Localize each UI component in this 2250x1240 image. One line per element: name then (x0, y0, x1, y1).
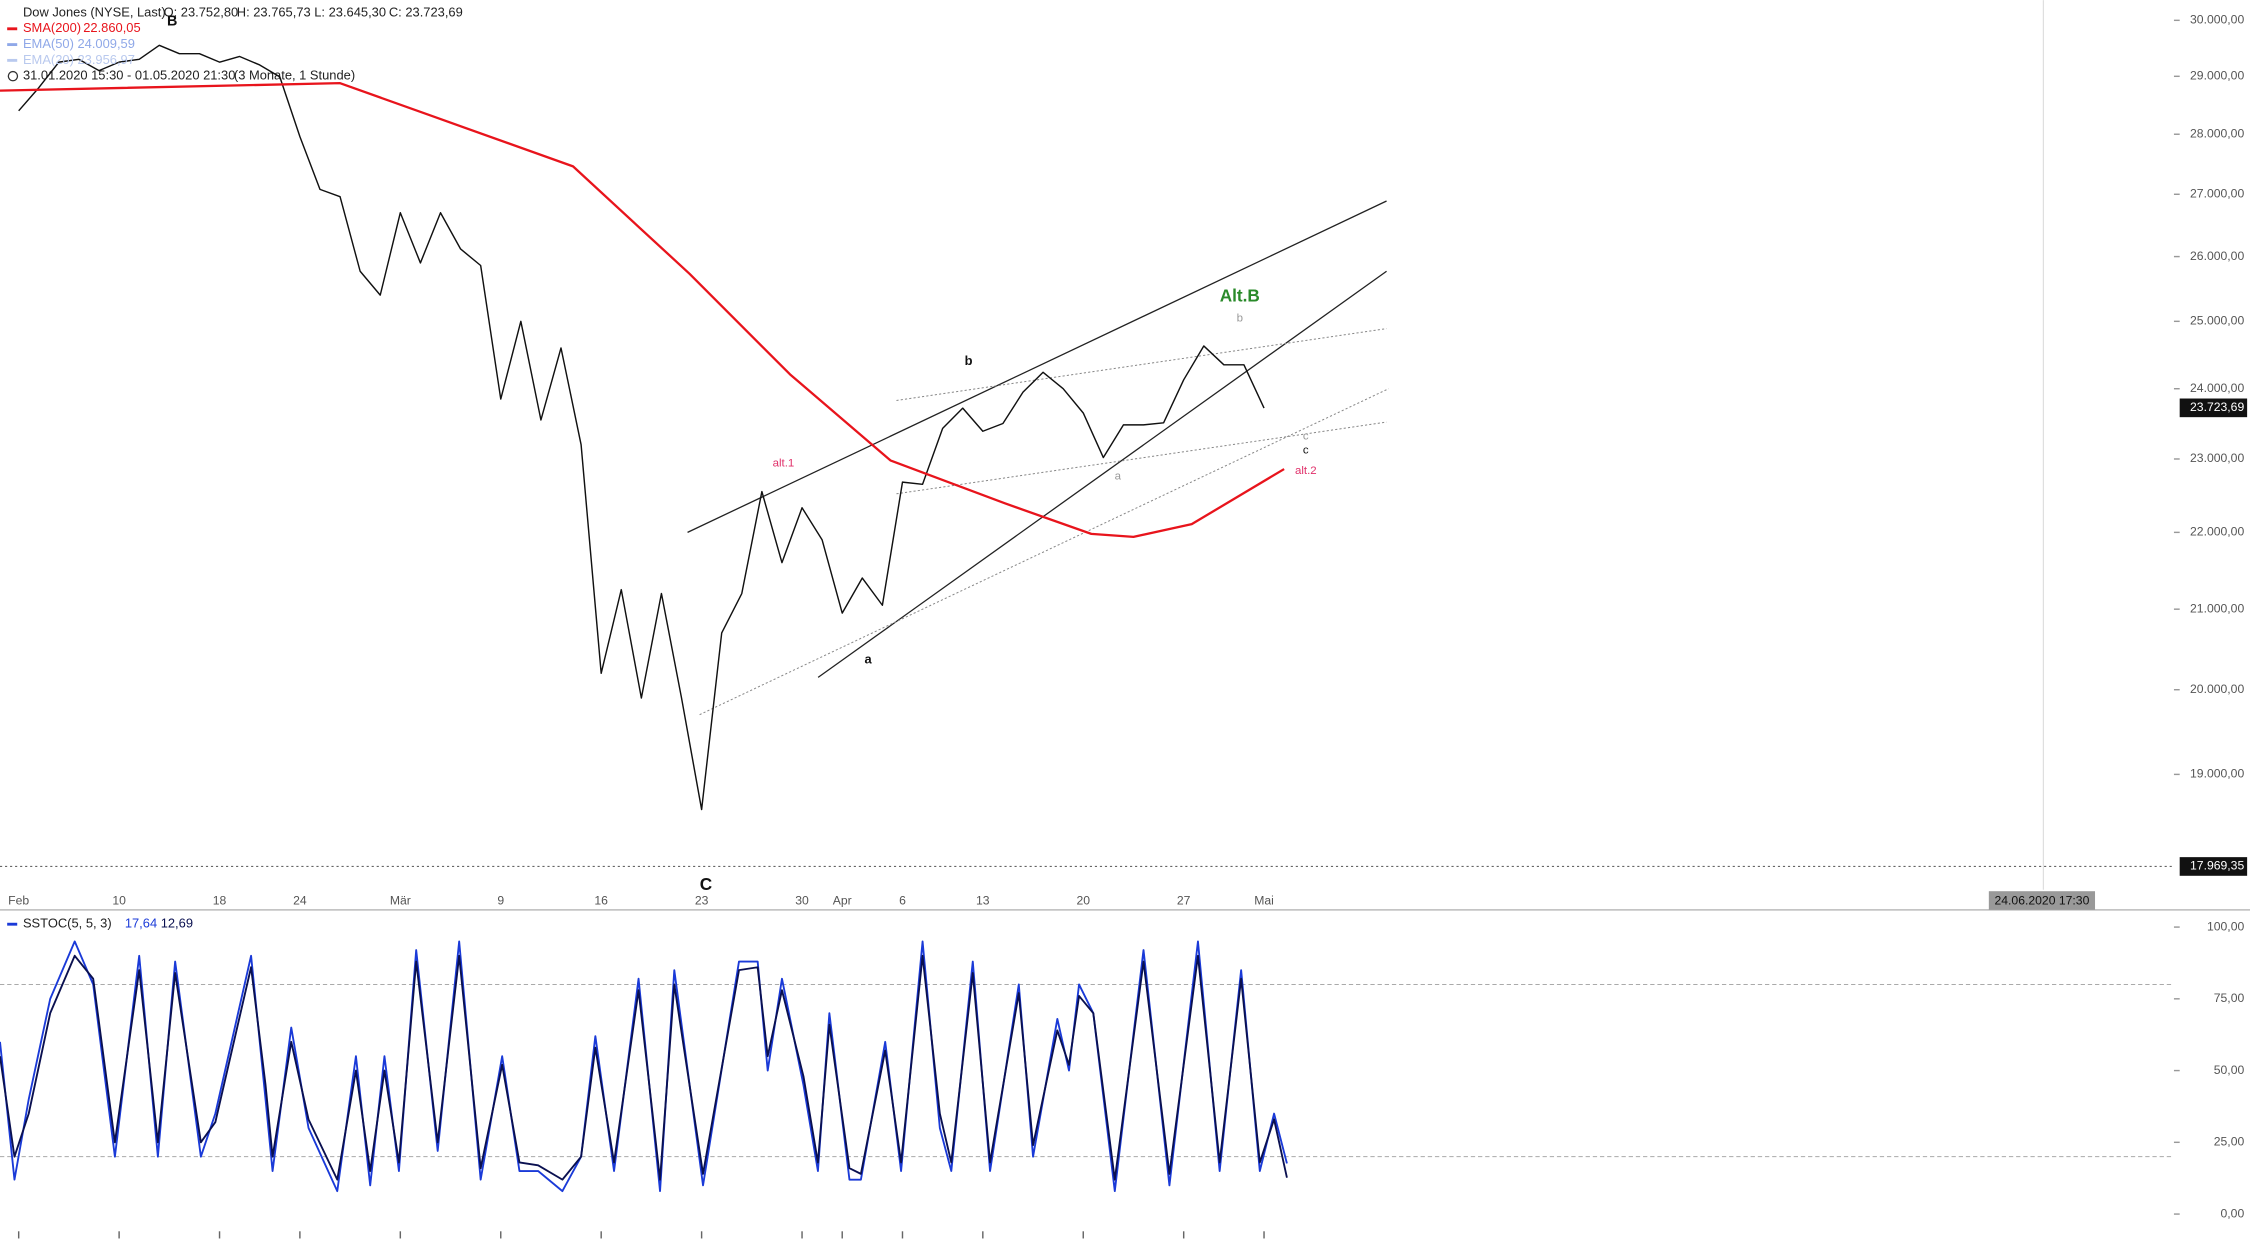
last-price-badge (2179, 398, 2248, 418)
trendline (817, 270, 1387, 678)
x-tick-label: Apr (833, 893, 852, 907)
legend-value: 22.860,05 (83, 20, 140, 35)
legend-value: 23.956,97 (77, 52, 134, 67)
y-tick-label: 25.000,00 (2190, 314, 2244, 328)
wave-label: B (167, 13, 177, 29)
ohlc-label: H: 23.765,73 (237, 4, 311, 19)
trendline (896, 421, 1387, 495)
wave-label: alt.1 (773, 458, 795, 470)
indicator-name: SSTOC(5, 5, 3) (23, 916, 112, 931)
x-tick-label: Mai (1254, 893, 1274, 907)
y-tick-label: 26.000,00 (2190, 249, 2244, 263)
x-tick-label: 27 (1177, 893, 1191, 907)
x-tick-label: Mär (390, 893, 411, 907)
wave-label: a (1115, 471, 1122, 483)
instrument-name: Dow Jones (NYSE, Last) (23, 4, 166, 19)
x-tick-label: 9 (497, 893, 504, 907)
series-line (0, 82, 1285, 539)
low-label: 17.969,35 (2190, 859, 2244, 873)
y-tick-label: 75,00 (2214, 991, 2245, 1005)
x-tick-label: 16 (594, 893, 608, 907)
y-tick-label: 21.000,00 (2190, 601, 2244, 615)
ohlc-label: O: 23.752,80 (164, 4, 239, 19)
cursor-label: 24.06.2020 17:30 (1994, 893, 2089, 907)
trendline (699, 388, 1389, 716)
x-tick-label: 24 (293, 893, 307, 907)
wave-label: c (1303, 445, 1309, 457)
range-note: (3 Monate, 1 Stunde) (234, 68, 355, 83)
y-tick-label: 50,00 (2214, 1063, 2245, 1077)
x-tick-label: 20 (1076, 893, 1090, 907)
y-tick-label: 28.000,00 (2190, 126, 2244, 140)
y-tick-label: 24.000,00 (2190, 381, 2244, 395)
wave-label: Alt.B (1220, 286, 1260, 306)
wave-label: c (1303, 430, 1309, 442)
y-tick-label: 25,00 (2214, 1135, 2245, 1149)
x-tick-label: 18 (213, 893, 227, 907)
ohlc-label: L: 23.645,30 (314, 4, 386, 19)
cursor-badge (1988, 891, 2096, 910)
x-tick-label: 13 (976, 893, 990, 907)
legend-value: 24.009,59 (77, 36, 134, 51)
series-line (0, 940, 1288, 1193)
legend-name: EMA(50) (23, 36, 74, 51)
legend-value: 17,64 (125, 916, 157, 931)
legend-name: EMA(20) (23, 52, 74, 67)
wave-label: b (1237, 313, 1243, 325)
last-price-label: 23.723,69 (2190, 400, 2244, 414)
trendline (896, 328, 1387, 401)
x-tick-label: 23 (695, 893, 709, 907)
ohlc-label: C: 23.723,69 (389, 4, 463, 19)
wave-label: a (865, 652, 873, 667)
range-text: 31.01.2020 15:30 - 01.05.2020 21:30 (23, 68, 235, 83)
y-tick-label: 29.000,00 (2190, 69, 2244, 83)
legend-value: 12,69 (161, 916, 193, 931)
y-tick-label: 20.000,00 (2190, 682, 2244, 696)
series-line (0, 954, 1288, 1181)
y-tick-label: 23.000,00 (2190, 451, 2244, 465)
x-tick-label: 30 (795, 893, 809, 907)
series-line (18, 44, 1265, 811)
y-tick-label: 100,00 (2207, 919, 2244, 933)
y-tick-label: 27.000,00 (2190, 186, 2244, 200)
x-tick-label: Feb (8, 893, 29, 907)
y-tick-label: 22.000,00 (2190, 525, 2244, 539)
clock-icon (7, 70, 19, 82)
wave-label: alt.2 (1295, 465, 1317, 477)
trendline (687, 200, 1387, 533)
y-tick-label: 30.000,00 (2190, 13, 2244, 27)
x-tick-label: 6 (899, 893, 906, 907)
low-badge (2179, 857, 2248, 876)
y-tick-label: 0,00 (2221, 1206, 2245, 1220)
y-tick-label: 19.000,00 (2190, 767, 2244, 781)
legend-name: SMA(200) (23, 20, 81, 35)
wave-label: C (700, 874, 712, 894)
wave-label: b (965, 353, 973, 368)
x-tick-label: 10 (112, 893, 126, 907)
